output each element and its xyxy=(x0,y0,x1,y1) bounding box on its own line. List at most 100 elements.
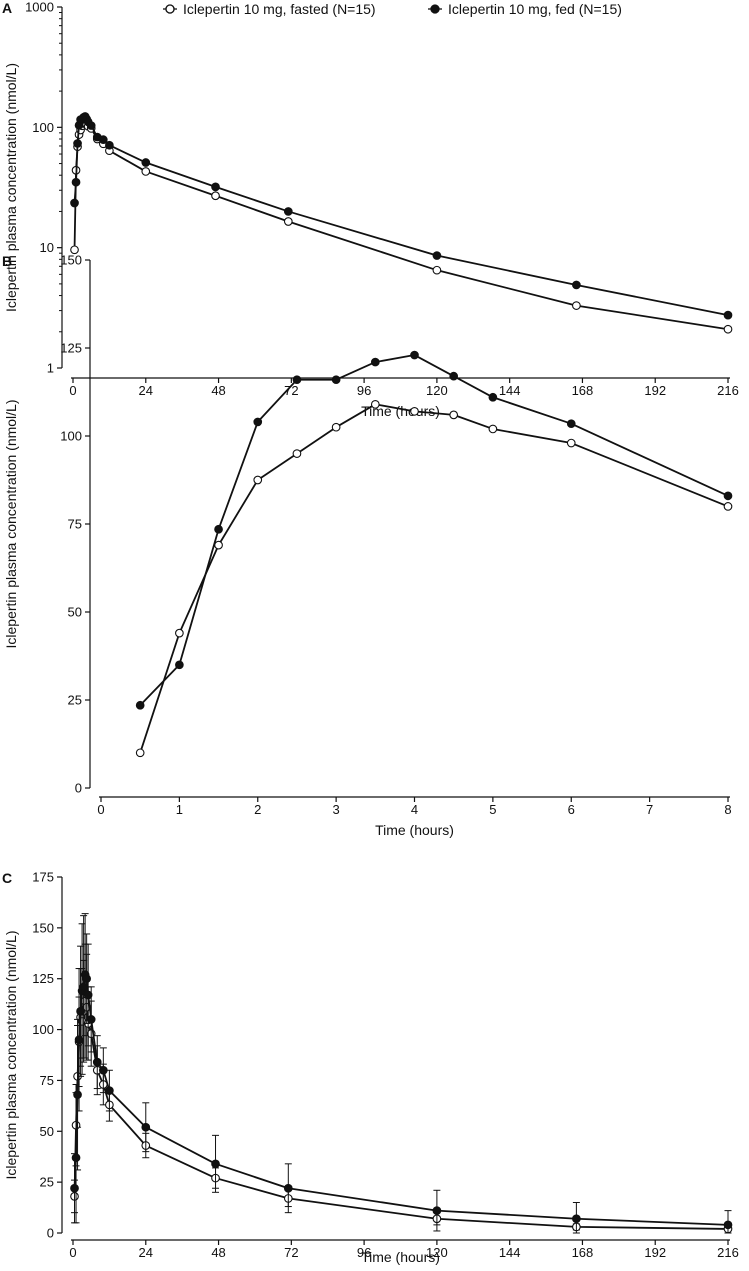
x-tick-label-a: 0 xyxy=(69,383,76,398)
y-axis-label-b: Iclepertin plasma concentration (nmol/L) xyxy=(3,399,19,648)
data-point-fed xyxy=(141,1122,151,1132)
x-tick-label-c: 120 xyxy=(426,1245,448,1260)
data-point-fed xyxy=(92,1057,102,1067)
data-point-fed xyxy=(86,1015,96,1024)
data-point-fasted xyxy=(723,502,733,511)
data-point-fed xyxy=(723,310,733,320)
legend: Iclepertin 10 mg, fasted (N=15) Iclepert… xyxy=(163,1,622,17)
x-tick-label-c: 24 xyxy=(139,1245,153,1260)
legend-fasted-marker-top xyxy=(165,4,175,14)
panel-letter-b: B xyxy=(2,253,12,269)
y-tick-label-b: 0 xyxy=(75,781,82,796)
data-point-fed xyxy=(723,1220,733,1230)
panel-c: C 0 25 50 75 100 125 150 175 0 24 48 72 96 120 144 168 19… xyxy=(2,870,739,1266)
x-tick-label-b: 7 xyxy=(646,802,653,817)
series-line-fed xyxy=(139,354,729,706)
data-point-fed xyxy=(141,158,151,167)
y-tick-label-a: 10 xyxy=(40,240,54,255)
data-point-fed xyxy=(105,1086,114,1095)
data-point-fed xyxy=(410,350,419,360)
data-point-fasted xyxy=(253,475,263,485)
x-axis-label-b: Time (hours) xyxy=(375,822,454,838)
data-point-fed xyxy=(283,207,293,216)
x-tick-label-c: 192 xyxy=(644,1245,666,1260)
data-point-fed xyxy=(292,375,302,385)
panel-a: A 1 10 100 1000 0 24 48 72 96 120 144 168 192 216 Time … xyxy=(2,0,739,419)
x-tick-label-b: 1 xyxy=(176,802,183,817)
data-point-fed xyxy=(70,198,79,208)
series-fed-c xyxy=(70,913,733,1234)
y-tick-label-b: 100 xyxy=(60,429,82,444)
x-tick-label-a: 168 xyxy=(572,383,594,398)
x-tick-label-a: 96 xyxy=(357,383,371,398)
data-point-fasted xyxy=(70,245,79,255)
data-point-fed xyxy=(331,375,341,385)
y-tick-label-c: 100 xyxy=(32,1022,54,1037)
data-point-fasted xyxy=(449,410,459,420)
data-point-fed xyxy=(566,419,576,429)
data-point-fed xyxy=(73,139,82,148)
x-tick-label-c: 72 xyxy=(284,1245,298,1260)
data-point-fasted xyxy=(572,301,581,310)
x-tick-label-b: 2 xyxy=(254,802,261,817)
y-tick-label-a: 100 xyxy=(32,120,54,135)
data-point-fasted xyxy=(292,449,302,458)
data-point-fasted xyxy=(175,628,184,638)
data-point-fed xyxy=(211,182,220,192)
data-point-fed xyxy=(98,135,108,144)
data-point-fed xyxy=(79,982,88,992)
x-axis-label-c: Time (hours) xyxy=(361,1249,440,1265)
data-point-fed xyxy=(70,1183,79,1193)
data-point-fasted xyxy=(432,265,442,275)
data-point-fed xyxy=(370,357,380,367)
data-point-fed xyxy=(432,251,442,260)
y-tick-label-c: 25 xyxy=(40,1175,54,1190)
x-tick-label-a: 72 xyxy=(284,383,298,398)
x-tick-label-a: 144 xyxy=(499,383,521,398)
data-point-fasted xyxy=(566,438,576,448)
data-point-fasted xyxy=(141,167,151,176)
series-fasted-b xyxy=(135,399,733,758)
data-point-fasted xyxy=(135,748,145,758)
panel-letter-c: C xyxy=(2,870,12,886)
data-point-fed xyxy=(73,1090,82,1100)
series-line-fasted xyxy=(139,403,729,754)
legend-fasted-label: Iclepertin 10 mg, fasted (N=15) xyxy=(183,1,376,17)
y-axis-label-c: Iclepertin plasma concentration (nmol/L) xyxy=(3,930,19,1179)
data-point-fed xyxy=(214,524,223,534)
data-point-fed xyxy=(76,1006,85,1016)
data-point-fasted xyxy=(723,324,733,334)
data-point-fasted xyxy=(211,191,220,201)
y-tick-label-a: 1000 xyxy=(25,0,54,15)
x-tick-label-a: 120 xyxy=(426,383,448,398)
data-point-fed xyxy=(211,1159,220,1169)
data-point-fed xyxy=(71,1153,81,1163)
y-tick-label-a: 1 xyxy=(47,361,54,376)
data-point-fed xyxy=(572,280,581,290)
x-tick-label-c: 48 xyxy=(211,1245,225,1260)
legend-fed-label: Iclepertin 10 mg, fed (N=15) xyxy=(448,1,622,17)
x-tick-label-a: 192 xyxy=(644,383,666,398)
series-fasted-a xyxy=(70,118,733,334)
y-tick-label-c: 150 xyxy=(32,920,54,935)
panel-letter-a: A xyxy=(2,0,12,16)
data-point-fed xyxy=(432,1206,442,1215)
data-point-fasted xyxy=(488,424,498,434)
x-tick-label-b: 4 xyxy=(411,802,418,817)
series-line-fasted xyxy=(73,1000,729,1230)
data-point-fed xyxy=(488,392,498,402)
data-point-fed xyxy=(105,140,114,150)
y-tick-label-c: 0 xyxy=(47,1226,54,1241)
x-tick-label-b: 6 xyxy=(568,802,575,817)
y-tick-label-c: 75 xyxy=(40,1073,54,1088)
x-tick-label-a: 24 xyxy=(139,383,153,398)
x-tick-label-c: 0 xyxy=(69,1245,76,1260)
data-point-fasted xyxy=(214,540,223,550)
y-tick-label-b: 25 xyxy=(68,693,82,708)
x-tick-label-a: 48 xyxy=(211,383,225,398)
x-tick-label-b: 3 xyxy=(333,802,340,817)
x-tick-label-c: 96 xyxy=(357,1245,371,1260)
